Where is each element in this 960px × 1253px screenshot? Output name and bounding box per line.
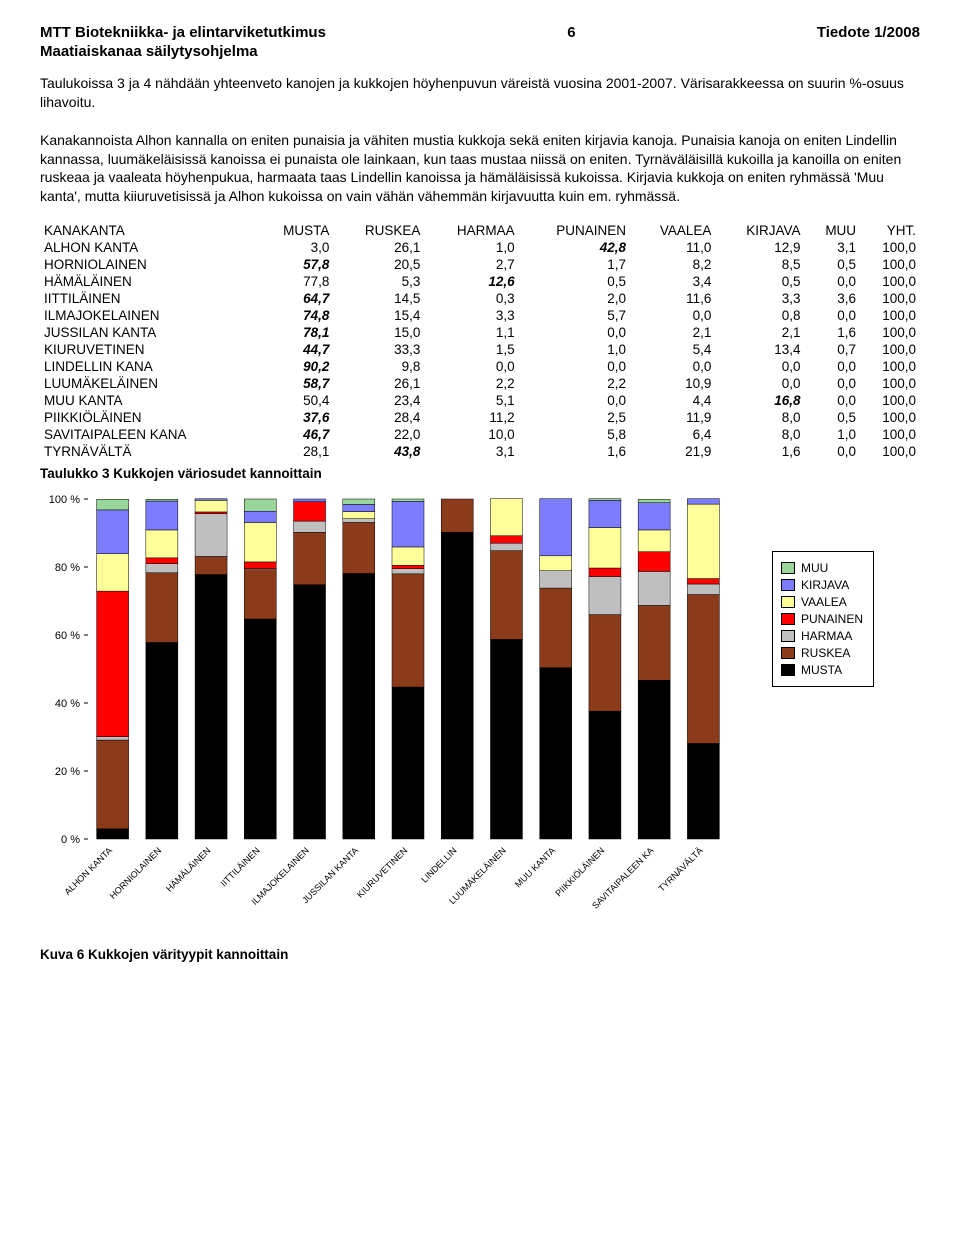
table-row: LINDELLIN KANA90,29,80,00,00,00,00,0100,… xyxy=(40,358,920,375)
svg-text:KIURUVETINEN: KIURUVETINEN xyxy=(355,846,409,900)
svg-text:HORNIOLAINEN: HORNIOLAINEN xyxy=(108,846,164,902)
legend-item: MUSTA xyxy=(781,663,863,677)
svg-text:0 %: 0 % xyxy=(61,834,80,846)
svg-text:LINDELLIN: LINDELLIN xyxy=(419,846,458,885)
table-col-header: YHT. xyxy=(860,222,920,239)
table-row: IITTILÄINEN64,714,50,32,011,63,33,6100,0 xyxy=(40,290,920,307)
legend-item: KIRJAVA xyxy=(781,578,863,592)
table-row: MUU KANTA50,423,45,10,04,416,80,0100,0 xyxy=(40,392,920,409)
stacked-bar-chart: 0 % 20 % 40 % 60 % 80 % 100 % ALHON KANTAHORNI… xyxy=(40,491,760,931)
legend-item: HARMAA xyxy=(781,629,863,643)
svg-text:TYRNÄVÄLTÄ: TYRNÄVÄLTÄ xyxy=(656,846,704,894)
table-col-header: KANAKANTA xyxy=(40,222,256,239)
table-row: JUSSILAN KANTA78,115,01,10,02,12,11,6100… xyxy=(40,324,920,341)
legend-swatch xyxy=(781,562,795,574)
page-header: MTT Biotekniikka- ja elintarviketutkimus… xyxy=(40,24,920,41)
svg-text:40 %: 40 % xyxy=(55,698,80,710)
table-col-header: HARMAA xyxy=(424,222,518,239)
legend-swatch xyxy=(781,596,795,608)
table-row: PIIKKIÖLÄINEN37,628,411,22,511,98,00,510… xyxy=(40,409,920,426)
table-col-header: KIRJAVA xyxy=(715,222,804,239)
svg-text:MUU KANTA: MUU KANTA xyxy=(513,846,557,890)
legend-label: RUSKEA xyxy=(801,646,850,660)
svg-text:60 %: 60 % xyxy=(55,630,80,642)
table-row: HÄMÄLÄINEN77,85,312,60,53,40,50,0100,0 xyxy=(40,273,920,290)
page-subheader: Maatiaiskanaa säilytysohjelma xyxy=(40,43,920,60)
legend-swatch xyxy=(781,664,795,676)
table-row: LUUMÄKELÄINEN58,726,12,22,210,90,00,0100… xyxy=(40,375,920,392)
legend-swatch xyxy=(781,613,795,625)
chart-caption: Kuva 6 Kukkojen värityypit kannoittain xyxy=(40,947,920,962)
legend-label: MUU xyxy=(801,561,828,575)
legend-item: MUU xyxy=(781,561,863,575)
table-col-header: MUSTA xyxy=(256,222,334,239)
color-table: KANAKANTAMUSTARUSKEAHARMAAPUNAINENVAALEA… xyxy=(40,222,920,460)
table-caption: Taulukko 3 Kukkojen väriosudet kannoitta… xyxy=(40,466,920,481)
table-row: KIURUVETINEN44,733,31,51,05,413,40,7100,… xyxy=(40,341,920,358)
svg-text:20 %: 20 % xyxy=(55,766,80,778)
legend-item: RUSKEA xyxy=(781,646,863,660)
table-row: SAVITAIPALEEN KANA46,722,010,05,86,48,01… xyxy=(40,426,920,443)
svg-text:JUSSILAN KANTA: JUSSILAN KANTA xyxy=(300,846,360,906)
legend-item: PUNAINEN xyxy=(781,612,863,626)
legend-swatch xyxy=(781,630,795,642)
header-left: MTT Biotekniikka- ja elintarviketutkimus xyxy=(40,24,326,41)
header-page: 6 xyxy=(567,24,575,41)
legend-item: VAALEA xyxy=(781,595,863,609)
table-col-header: RUSKEA xyxy=(333,222,424,239)
table-row: HORNIOLAINEN57,820,52,71,78,28,50,5100,0 xyxy=(40,256,920,273)
svg-text:ALHON KANTA: ALHON KANTA xyxy=(63,846,115,898)
legend-swatch xyxy=(781,579,795,591)
legend-label: PUNAINEN xyxy=(801,612,863,626)
legend-label: KIRJAVA xyxy=(801,578,849,592)
svg-text:100 %: 100 % xyxy=(49,494,80,506)
svg-text:IITTILÄINEN: IITTILÄINEN xyxy=(219,846,262,889)
table-col-header: MUU xyxy=(805,222,861,239)
svg-text:PIIKKIÖLÄINEN: PIIKKIÖLÄINEN xyxy=(553,846,606,899)
legend-label: MUSTA xyxy=(801,663,842,677)
table-row: TYRNÄVÄLTÄ28,143,83,11,621,91,60,0100,0 xyxy=(40,443,920,460)
chart-legend: MUU KIRJAVA VAALEA PUNAINEN HARMAA RUSKEA MUST… xyxy=(772,551,874,687)
chart-container: 0 % 20 % 40 % 60 % 80 % 100 % ALHON KANTAHORNI… xyxy=(40,491,920,931)
table-col-header: VAALEA xyxy=(630,222,715,239)
svg-text:80 %: 80 % xyxy=(55,562,80,574)
legend-label: HARMAA xyxy=(801,629,852,643)
table-col-header: PUNAINEN xyxy=(519,222,630,239)
table-row: ILMAJOKELAINEN74,815,43,35,70,00,80,0100… xyxy=(40,307,920,324)
body-paragraph: Taulukoissa 3 ja 4 nähdään yhteenveto ka… xyxy=(40,74,920,206)
legend-label: VAALEA xyxy=(801,595,847,609)
svg-text:HÄMÄLÄINEN: HÄMÄLÄINEN xyxy=(164,846,212,894)
legend-swatch xyxy=(781,647,795,659)
table-row: ALHON KANTA3,026,11,042,811,012,93,1100,… xyxy=(40,239,920,256)
header-right: Tiedote 1/2008 xyxy=(817,24,920,41)
